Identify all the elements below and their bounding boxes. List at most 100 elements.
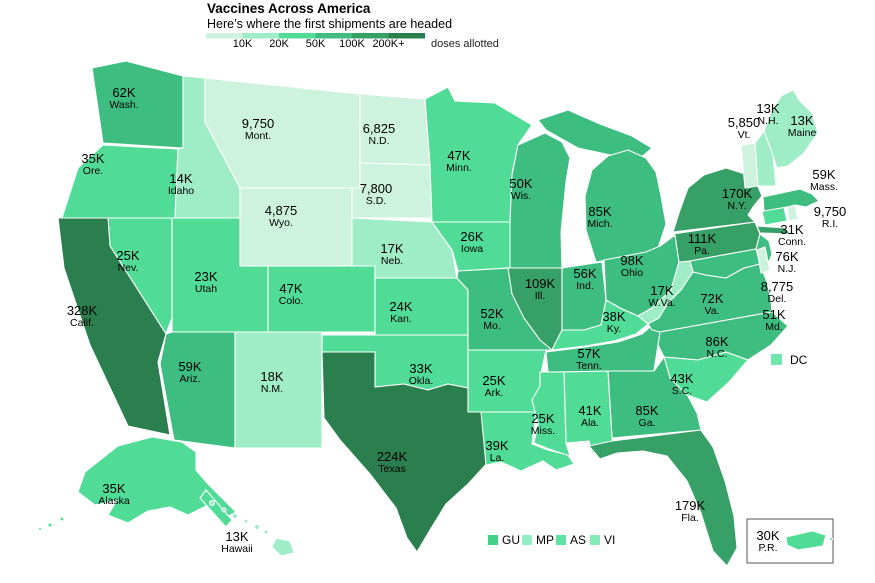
state-value-label: 62K xyxy=(112,85,135,100)
state-maine[interactable] xyxy=(763,89,819,169)
state-value-label: 179K xyxy=(675,498,706,513)
state-hawaii-island[interactable] xyxy=(231,512,239,520)
state-abbr-label: Ill. xyxy=(535,290,546,302)
state-abbr-label: Conn. xyxy=(778,236,806,248)
state-abbr-label: Wash. xyxy=(109,99,138,111)
state-value-label: 50K xyxy=(509,176,532,191)
state-value-label: 25K xyxy=(482,373,505,388)
dc-marker: DC xyxy=(771,353,808,367)
state-abbr-label: Kan. xyxy=(390,313,412,325)
state-abbr-label: S.D. xyxy=(366,195,386,207)
page-subtitle: Here’s where the first shipments are hea… xyxy=(207,17,452,31)
legend-bin-swatch xyxy=(388,33,425,39)
state-la[interactable] xyxy=(480,411,575,472)
state-del[interactable] xyxy=(756,246,771,274)
state-value-label: 14K xyxy=(169,171,192,186)
page-title: Vaccines Across America xyxy=(207,1,371,16)
state-abbr-label: Utah xyxy=(195,283,217,295)
legend-tick: 20K xyxy=(269,38,289,50)
state-abbr-label: R.I. xyxy=(822,218,838,230)
state-value-label: 13K xyxy=(225,529,248,544)
state-texas[interactable] xyxy=(321,351,491,553)
legend-bin-swatch xyxy=(242,33,279,39)
legend-bin-swatch xyxy=(279,33,316,39)
state-mich[interactable] xyxy=(584,149,667,263)
state-abbr-label: Vt. xyxy=(738,129,751,141)
state-miss[interactable] xyxy=(531,371,571,457)
territory-swatch-as xyxy=(556,535,566,545)
state-value-label: 85K xyxy=(588,204,611,219)
state-value-label: 109K xyxy=(525,276,556,291)
state-alaska-island[interactable] xyxy=(47,522,53,528)
state-hawaii-island[interactable] xyxy=(243,518,249,524)
state-value-label: 76K xyxy=(775,249,798,264)
state-value-label: 57K xyxy=(577,346,600,361)
state-abbr-label: S.C. xyxy=(672,385,692,397)
state-ariz[interactable] xyxy=(159,331,236,449)
state-ny-long-island[interactable] xyxy=(756,225,792,235)
state-abbr-label: Minn. xyxy=(446,162,472,174)
state-abbr-label: Hawaii xyxy=(221,543,253,555)
state-value-label: 111K xyxy=(688,231,717,246)
territories-key: GU MP AS VI xyxy=(488,533,615,547)
state-abbr-label: Texas xyxy=(378,463,405,475)
state-hawaii-island[interactable] xyxy=(208,499,216,507)
state-pr-islet[interactable] xyxy=(828,536,834,542)
puerto-rico-inset: 30K P.R. xyxy=(746,518,834,564)
state-hawaii-island[interactable] xyxy=(263,529,269,535)
dc-label: DC xyxy=(790,353,808,367)
state-abbr-label: Mont. xyxy=(245,130,271,142)
territory-swatch-gu xyxy=(488,535,498,545)
state-wyo[interactable] xyxy=(239,187,353,267)
state-value-label: 170K xyxy=(722,186,753,201)
state-value-label: 47K xyxy=(279,281,302,296)
state-pr[interactable] xyxy=(785,530,827,551)
state-wis[interactable] xyxy=(509,132,571,269)
state-value-label: 26K xyxy=(460,229,483,244)
state-fla[interactable] xyxy=(588,429,738,567)
state-value-label: 13K xyxy=(790,113,813,128)
state-ri[interactable] xyxy=(786,204,799,222)
state-hawaii-island[interactable] xyxy=(221,507,227,513)
state-alaska-island[interactable] xyxy=(59,516,65,522)
dc-swatch[interactable] xyxy=(771,354,782,365)
pr-inset-border xyxy=(746,518,834,564)
state-nm[interactable] xyxy=(234,331,323,449)
state-value-label: 41K xyxy=(578,403,601,418)
state-value-label: 59K xyxy=(178,359,201,374)
state-value-label: 17K xyxy=(380,241,403,256)
state-pr-islet[interactable] xyxy=(766,554,770,558)
state-value-label: 47K xyxy=(447,148,470,163)
state-alaska-island[interactable] xyxy=(37,526,43,532)
state-hawaii-island[interactable] xyxy=(253,523,261,531)
state-abbr-label: Iowa xyxy=(461,243,483,255)
state-abbr-label: Tenn. xyxy=(576,360,602,372)
state-abbr-label: N.Y. xyxy=(727,200,746,212)
state-abbr-label: Del. xyxy=(768,293,787,305)
state-hawaii-big-island[interactable] xyxy=(271,537,295,557)
state-abbr-label: N.H. xyxy=(758,115,779,127)
state-value-label: 17K xyxy=(650,283,673,298)
state-value-label: 25K xyxy=(116,248,139,263)
state-calif[interactable] xyxy=(57,217,171,436)
state-ga[interactable] xyxy=(607,356,702,439)
state-abbr-label: Ore. xyxy=(83,165,103,177)
state-abbr-label: Mass. xyxy=(810,181,838,193)
state-value-label: 98K xyxy=(620,253,643,268)
state-value-label: 8,775 xyxy=(761,279,794,294)
state-md[interactable] xyxy=(689,248,761,279)
state-abbr-label: Colo. xyxy=(279,295,304,307)
state-mass[interactable] xyxy=(762,188,820,212)
state-value-label: 18K xyxy=(260,369,283,384)
state-ore[interactable] xyxy=(61,144,179,219)
state-value-label: 86K xyxy=(705,334,728,349)
legend-tick: 100K xyxy=(339,38,365,50)
legend-caption: doses allotted xyxy=(431,38,499,50)
state-abbr-label: Ohio xyxy=(621,267,643,279)
state-value-label: 39K xyxy=(485,438,508,453)
state-abbr-label: Pa. xyxy=(694,245,710,257)
state-abbr-label: N.C. xyxy=(707,348,728,360)
